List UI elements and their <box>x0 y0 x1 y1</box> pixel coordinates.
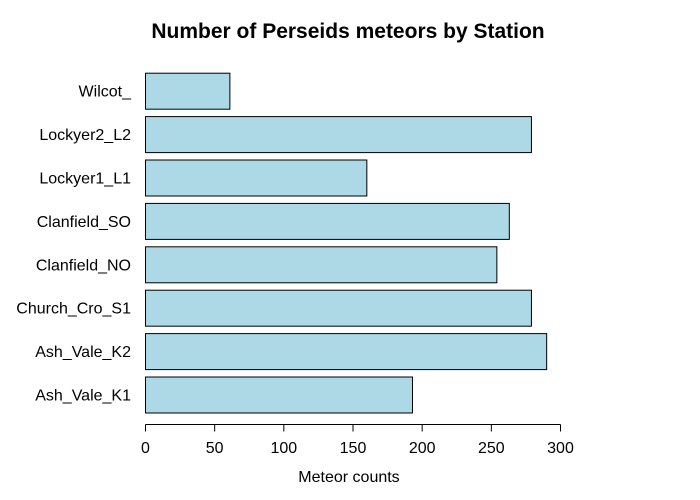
x-tick-label: 200 <box>409 440 436 457</box>
bar-lockyer2-l2 <box>145 116 532 154</box>
bars-group <box>145 72 548 414</box>
bar-clanfield-no <box>145 246 498 284</box>
bar-church-cro-s1 <box>145 289 532 327</box>
x-tick-label: 50 <box>206 440 224 457</box>
x-axis: 0 50 100 150 200 250 300 <box>141 424 574 457</box>
chart-title: Number of Perseids meteors by Station <box>151 20 544 43</box>
x-tick-label: 250 <box>478 440 505 457</box>
category-label: Lockyer2_L2 <box>39 127 131 144</box>
bar-ash-vale-k1 <box>145 376 413 414</box>
x-tick-label: 300 <box>547 440 574 457</box>
category-label: Church_Cro_S1 <box>16 301 131 318</box>
x-tick-label: 150 <box>340 440 367 457</box>
x-tick-label: 0 <box>141 440 150 457</box>
x-tick-label: 100 <box>270 440 297 457</box>
bar-wilcot <box>145 72 231 110</box>
x-axis-title: Meteor counts <box>298 469 399 486</box>
category-label: Lockyer1_L1 <box>39 171 131 188</box>
category-label: Ash_Vale_K1 <box>35 388 131 405</box>
bar-lockyer1-l1 <box>145 159 368 197</box>
category-label: Clanfield_NO <box>36 257 131 274</box>
category-label: Clanfield_SO <box>37 214 131 231</box>
bar-ash-vale-k2 <box>145 333 548 371</box>
category-label: Ash_Vale_K2 <box>35 344 131 361</box>
category-label: Wilcot_ <box>79 84 133 101</box>
bar-clanfield-so <box>145 202 510 240</box>
category-labels: Ash_Vale_K1 Ash_Vale_K2 Church_Cro_S1 Clanf… <box>16 84 132 405</box>
